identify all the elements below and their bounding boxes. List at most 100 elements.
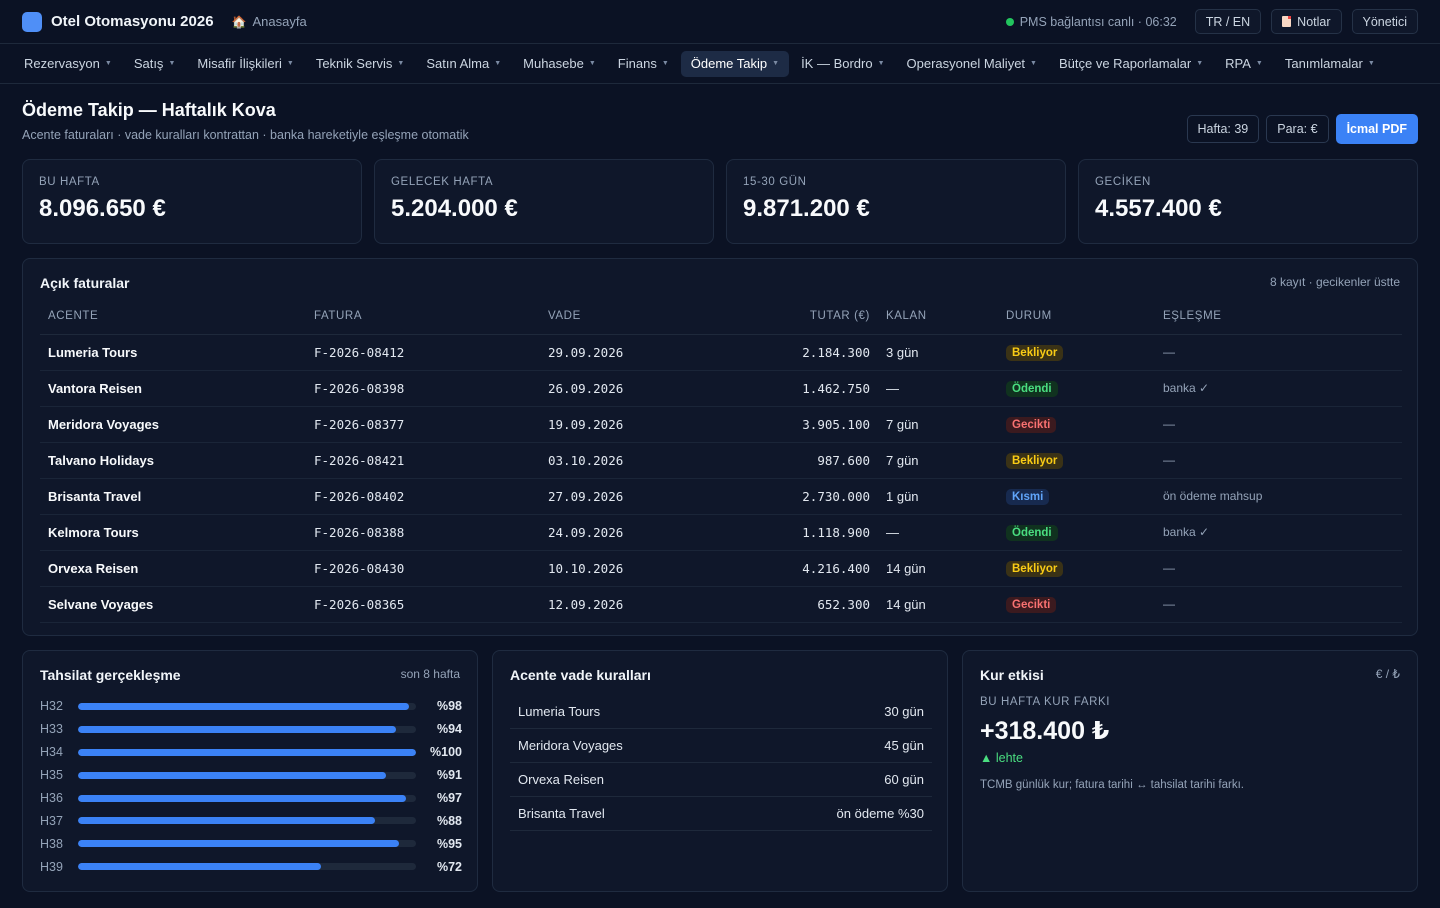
cell-amount: 2.730.000	[726, 478, 878, 515]
currency-selector[interactable]: Para: €	[1266, 115, 1329, 143]
cell-remaining: 7 gün	[878, 442, 998, 479]
nav-item-4[interactable]: Satın Alma ▼	[416, 51, 511, 77]
cell-agent: Talvano Holidays	[40, 442, 306, 479]
invoices-table: ACENTE FATURA VADE TUTAR (€) KALAN DURUM…	[40, 299, 1402, 623]
table-row[interactable]: Selvane Voyages F-2026-08365 12.09.2026 652…	[40, 586, 1402, 623]
chevron-down-icon: ▼	[104, 60, 112, 67]
notes-button[interactable]: Notlar	[1271, 9, 1342, 34]
week-value: %97	[436, 791, 462, 805]
rule-row[interactable]: Meridora Voyages 45 gün	[510, 729, 932, 763]
chevron-down-icon: ▼	[168, 60, 176, 67]
week-value: %72	[436, 859, 462, 874]
nav-item-1[interactable]: Satış ▼	[124, 51, 186, 77]
nav-item-9[interactable]: Operasyonel Maliyet ▼	[897, 51, 1047, 77]
chevron-down-icon: ▼	[286, 60, 294, 67]
progress-track	[78, 771, 416, 779]
chevron-down-icon: ▼	[877, 60, 885, 67]
cell-remaining: 14 gün	[878, 550, 998, 587]
cell-amount: 1.462.750	[726, 370, 878, 407]
rule-row[interactable]: Orvexa Reisen 60 gün	[510, 763, 932, 797]
cell-amount: 987.600	[726, 442, 878, 479]
nav-item-11[interactable]: RPA ▼	[1215, 51, 1273, 77]
table-row[interactable]: Brisanta Travel F-2026-08402 27.09.2026 2.7…	[40, 478, 1402, 515]
cell-amount: 3.905.100	[726, 406, 878, 443]
week-bar-row: H38 %95	[40, 832, 462, 855]
nav-item-label: Muhasebe	[523, 56, 584, 71]
progress-track	[78, 794, 416, 802]
nav-item-5[interactable]: Muhasebe ▼	[513, 51, 606, 77]
cell-due: 19.09.2026	[540, 406, 726, 443]
home-icon: 🏠	[231, 14, 247, 29]
summary-pdf-button[interactable]: İcmal PDF	[1335, 114, 1418, 144]
col-header-due[interactable]: VADE	[540, 299, 726, 335]
cell-agent: Meridora Voyages	[40, 406, 306, 443]
cell-due: 24.09.2026	[540, 514, 726, 551]
cell-remaining: 14 gün	[878, 586, 998, 623]
col-header-match[interactable]: EŞLEŞME	[1155, 299, 1402, 335]
nav-item-label: Ödeme Takip	[690, 56, 768, 71]
cell-due: 03.10.2026	[540, 442, 726, 479]
rule-row[interactable]: Lumeria Tours 30 gün	[510, 695, 932, 729]
nav-item-0[interactable]: Rezervasyon ▼	[14, 51, 122, 77]
chevron-down-icon: ▼	[1196, 60, 1204, 67]
nav-item-2[interactable]: Misafir İlişkileri ▼	[187, 51, 303, 77]
nav-item-8[interactable]: İK — Bordro ▼	[791, 51, 894, 77]
cell-match: —	[1155, 406, 1402, 443]
kpi-card: GELECEK HAFTA 5.204.000 €	[374, 159, 714, 244]
col-header-remaining[interactable]: KALAN	[878, 299, 998, 335]
user-menu-button[interactable]: Yönetici	[1351, 9, 1418, 34]
fx-title: Kur etkisi	[980, 667, 1044, 683]
rule-row[interactable]: Brisanta Travel ön ödeme %30	[510, 797, 932, 831]
home-link[interactable]: 🏠 Anasayfa	[232, 14, 307, 29]
nav-item-label: Operasyonel Maliyet	[906, 56, 1026, 71]
status-badge: Bekliyor	[1006, 560, 1064, 577]
table-row[interactable]: Vantora Reisen F-2026-08398 26.09.2026 1.46…	[40, 370, 1402, 407]
kpi-value: 8.096.650 €	[39, 195, 166, 222]
status-badge: Ödendi	[1006, 524, 1058, 541]
table-row[interactable]: Orvexa Reisen F-2026-08430 10.10.2026 4.216…	[40, 550, 1402, 587]
progress-track	[78, 748, 416, 756]
cell-match: —	[1155, 442, 1402, 479]
col-header-amount[interactable]: TUTAR (€)	[726, 299, 878, 335]
week-bar-row: H35 %91	[40, 764, 462, 787]
table-row[interactable]: Meridora Voyages F-2026-08377 19.09.2026 3.…	[40, 406, 1402, 443]
due-rules-panel: Acente vade kuralları Lumeria Tours 30 gü…	[492, 650, 948, 892]
col-header-agent[interactable]: ACENTE	[40, 299, 306, 335]
table-row[interactable]: Talvano Holidays F-2026-08421 03.10.2026 98…	[40, 442, 1402, 479]
cell-status: Bekliyor	[998, 550, 1155, 587]
cell-agent: Vantora Reisen	[40, 370, 306, 407]
table-row[interactable]: Lumeria Tours F-2026-08412 29.09.2026 2.184…	[40, 334, 1402, 371]
app-logo	[22, 11, 42, 32]
cell-amount: 1.118.900	[726, 514, 878, 551]
fx-note: TCMB günlük kur; fatura tarihi ↔ tahsila…	[980, 779, 1244, 791]
nav-item-7[interactable]: Ödeme Takip ▼	[680, 50, 790, 77]
week-bar-row: H36 %97	[40, 787, 462, 810]
nav-item-12[interactable]: Tanımlamalar ▼	[1275, 51, 1385, 77]
page-subtitle: Acente faturaları · vade kuralları kontr…	[22, 128, 469, 142]
status-badge: Ödendi	[1006, 380, 1058, 397]
status-badge: Bekliyor	[1006, 344, 1064, 361]
nav-item-label: Satış	[133, 56, 164, 71]
nav-item-3[interactable]: Teknik Servis ▼	[306, 51, 415, 77]
nav-item-6[interactable]: Finans ▼	[608, 51, 679, 77]
col-header-status[interactable]: DURUM	[998, 299, 1155, 335]
language-toggle[interactable]: TR / EN	[1194, 9, 1262, 34]
progress-fill	[78, 771, 386, 779]
cell-due: 10.10.2026	[540, 550, 726, 587]
cell-status: Gecikti	[998, 406, 1155, 443]
status-badge: Bekliyor	[1006, 452, 1064, 469]
week-label: H39	[40, 859, 63, 874]
cell-remaining: 1 gün	[878, 478, 998, 515]
collection-title: Tahsilat gerçekleşme	[40, 667, 181, 683]
week-selector[interactable]: Hafta: 39	[1186, 115, 1260, 143]
cell-agent: Selvane Voyages	[40, 586, 306, 623]
nav-item-10[interactable]: Bütçe ve Raporlamalar ▼	[1049, 51, 1213, 77]
table-row[interactable]: Kelmora Tours F-2026-08388 24.09.2026 1.118…	[40, 514, 1402, 551]
rules-list: Lumeria Tours 30 gün Meridora Voyages 45 gü…	[510, 695, 932, 831]
col-header-invoice[interactable]: FATURA	[306, 299, 540, 335]
rule-agent: Brisanta Travel	[518, 806, 605, 821]
progress-fill	[78, 748, 416, 756]
rule-term: 45 gün	[884, 738, 924, 753]
cell-remaining: —	[878, 514, 998, 551]
week-label: H35	[40, 768, 63, 783]
